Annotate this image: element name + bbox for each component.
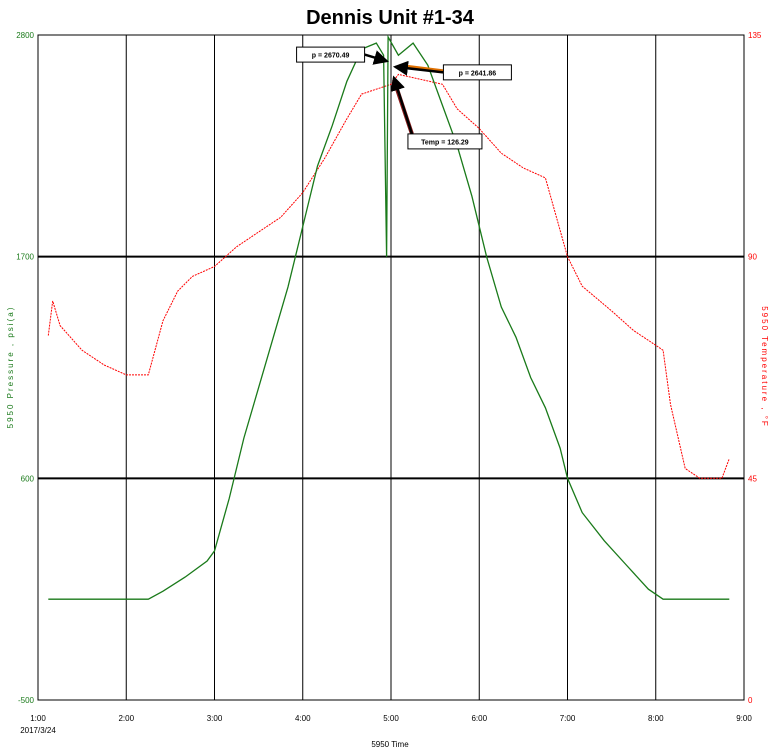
annotation-arrow (392, 60, 444, 76)
y-right-axis-title: 5950 Temperature , °F (760, 306, 769, 428)
chart-title: Dennis Unit #1-34 (306, 7, 475, 29)
tick-labels: 1:00 2:00 3:00 4:00 5:00 6:00 7:00 8:00 9:00 2800… (16, 31, 762, 723)
annotation-label: p = 2670.49 (312, 53, 350, 60)
y-left-tick-label: -500 (18, 696, 35, 705)
annotation-callout: p = 2641.86 (392, 60, 512, 81)
x-tick-label: 8:00 (648, 714, 664, 723)
annotation-box (442, 64, 512, 81)
x-tick-label: 7:00 (560, 714, 576, 723)
pressure-line (48, 34, 730, 600)
y-right-tick-label: 45 (748, 474, 757, 483)
y-left-tick-label: 1700 (16, 253, 34, 262)
annotation-box (296, 46, 366, 63)
y-right-tick-label: 135 (748, 31, 762, 40)
temperature-series (47, 73, 730, 479)
x-tick-label: 1:00 (30, 714, 46, 723)
annotation-label: Temp = 126.29 (421, 139, 469, 146)
x-tick-label: 5:00 (383, 714, 399, 723)
y-right-tick-label: 90 (748, 253, 757, 262)
x-tick-label: 4:00 (295, 714, 311, 723)
x-tick-label: 2:00 (118, 714, 134, 723)
y-left-tick-label: 2800 (16, 31, 34, 40)
x-axis-title: 5950 Time (371, 740, 409, 749)
y-left-axis-title: 5950 Pressure , psi(a) (6, 306, 15, 429)
y-left-tick-label: 600 (21, 474, 35, 483)
annotation-callout: Temp = 126.29 (390, 75, 483, 150)
temperature-line (47, 73, 730, 479)
x-date-label: 2017/3/24 (20, 726, 56, 735)
annotation-label: p = 2641.86 (459, 70, 497, 77)
annotation-arrow (364, 50, 389, 65)
annotation-box (407, 133, 483, 150)
x-tick-label: 6:00 (471, 714, 487, 723)
pressure-series (48, 34, 730, 600)
x-tick-label: 9:00 (736, 714, 752, 723)
annotations: p = 2670.49 p = 2641.86 Temp = 126.29 (296, 46, 512, 150)
annotation-arrow (390, 75, 414, 135)
y-right-tick-label: 0 (748, 696, 753, 705)
grid (38, 35, 744, 700)
x-tick-label: 3:00 (207, 714, 223, 723)
annotation-callout: p = 2670.49 (296, 46, 389, 65)
